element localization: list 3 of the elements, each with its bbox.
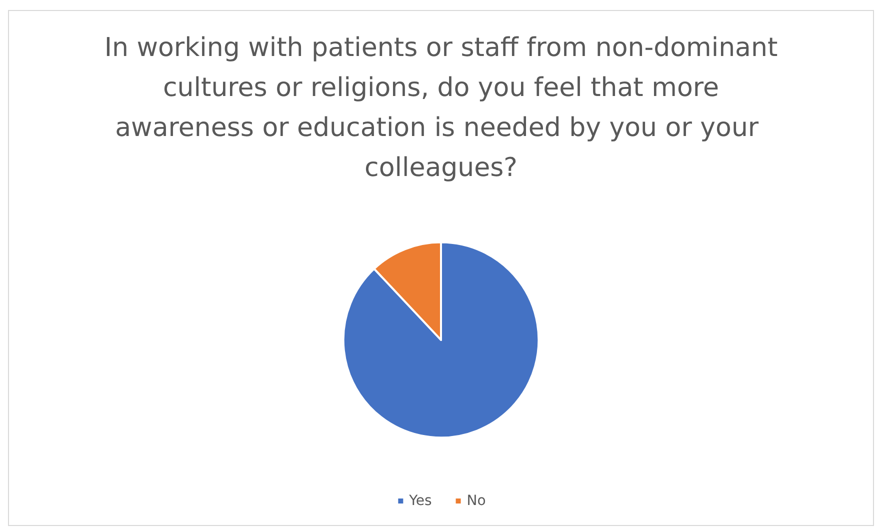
- legend-label: No: [466, 493, 486, 509]
- legend-label: Yes: [408, 493, 432, 509]
- chart-title: In working with patients or staff from non-dominant cultures or religions, do you feel that more awareness or education is needed by you or your colleagues?: [104, 33, 778, 183]
